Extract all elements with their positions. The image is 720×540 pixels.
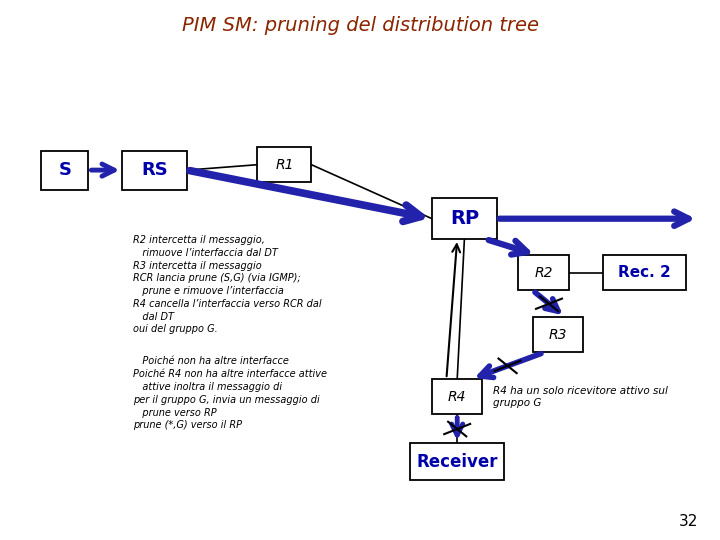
- Text: R3: R3: [549, 328, 567, 342]
- FancyBboxPatch shape: [533, 317, 583, 352]
- FancyBboxPatch shape: [518, 255, 569, 291]
- FancyBboxPatch shape: [122, 151, 187, 190]
- FancyBboxPatch shape: [432, 379, 482, 415]
- Text: R2: R2: [534, 266, 553, 280]
- FancyBboxPatch shape: [603, 255, 685, 291]
- FancyBboxPatch shape: [432, 199, 497, 239]
- Text: R2 intercetta il messaggio,
   rimuove l’interfaccia dal DT
R3 intercetta il mes: R2 intercetta il messaggio, rimuove l’in…: [133, 235, 322, 334]
- Text: S: S: [58, 161, 71, 179]
- Text: 32: 32: [679, 514, 698, 529]
- Text: RP: RP: [450, 209, 479, 228]
- FancyBboxPatch shape: [42, 151, 89, 190]
- Text: Rec. 2: Rec. 2: [618, 265, 671, 280]
- Text: R4 ha un solo ricevitore attivo sul
gruppo G: R4 ha un solo ricevitore attivo sul grup…: [493, 386, 668, 408]
- FancyBboxPatch shape: [410, 443, 504, 480]
- Text: R4: R4: [448, 390, 467, 404]
- Text: PIM SM: pruning del distribution tree: PIM SM: pruning del distribution tree: [181, 16, 539, 35]
- FancyBboxPatch shape: [258, 147, 312, 183]
- Text: Poiché non ha altre interfacce
Poiché R4 non ha altre interfacce attive
   attiv: Poiché non ha altre interfacce Poiché R4…: [133, 356, 327, 430]
- Text: Receiver: Receiver: [416, 453, 498, 471]
- Text: RS: RS: [141, 161, 168, 179]
- Text: R1: R1: [275, 158, 294, 172]
